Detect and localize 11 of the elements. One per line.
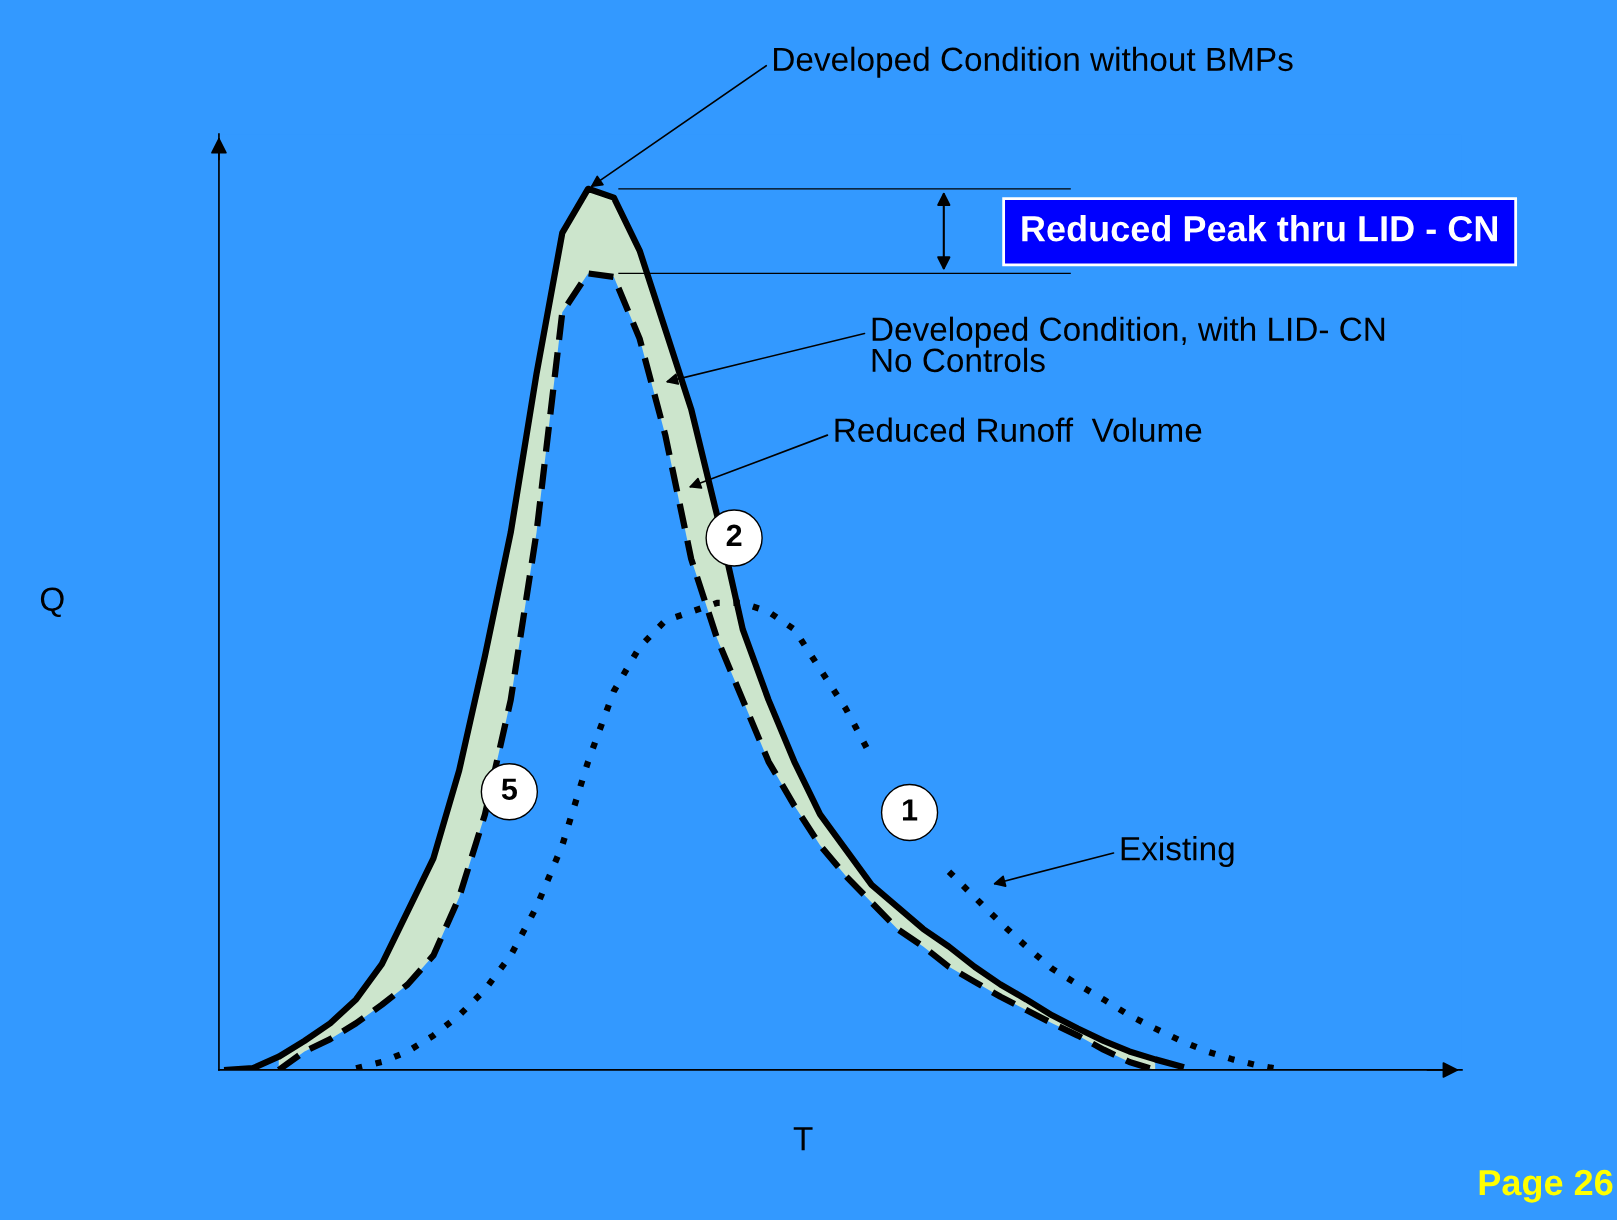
annotation: Existing <box>1121 836 1234 868</box>
annotation: Reduced Peak thru LID - CN <box>1022 214 1497 242</box>
text: Page 26 <box>1479 1169 1613 1203</box>
annotation: Reduced Runoff Volume <box>835 417 1202 443</box>
annotation: Developed Condition, with LID- CN No Controls <box>872 316 1385 373</box>
text: Developed Condition without BMPs <box>774 46 1293 78</box>
annotation: 2 <box>726 524 742 546</box>
y-axis-title: Q <box>40 587 64 617</box>
x-axis-title: T <box>793 1127 813 1151</box>
annotation: 1 <box>902 799 918 821</box>
annotation: 5 <box>501 778 517 800</box>
